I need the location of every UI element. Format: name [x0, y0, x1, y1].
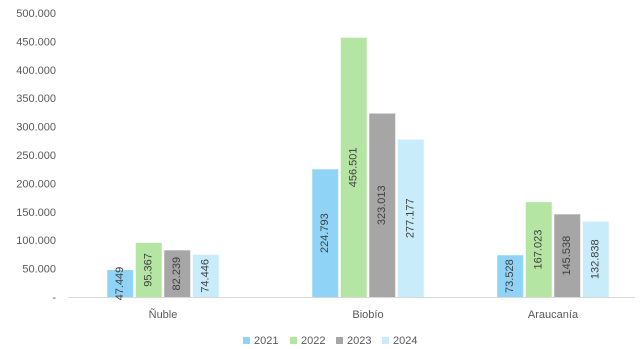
bar-2024-2: [582, 221, 609, 297]
legend: 2021 2022 2023 2024: [243, 335, 417, 347]
legend-swatch: [243, 337, 250, 344]
data-label: 132.838: [590, 239, 602, 279]
y-tick-label: -: [52, 292, 56, 304]
data-label: 323.013: [376, 185, 388, 225]
legend-swatch: [336, 337, 343, 344]
legend-swatch: [290, 337, 297, 344]
y-tick-label: 150.000: [16, 207, 56, 219]
data-label: 456.501: [348, 147, 360, 187]
bar-2024-0: [192, 254, 219, 297]
data-label: 47.449: [114, 267, 126, 301]
y-tick-label: 350.000: [16, 93, 56, 105]
legend-swatch: [382, 337, 389, 344]
bar-2022-0: [135, 242, 162, 297]
y-tick-label: 400.000: [16, 65, 56, 77]
data-label: 167.023: [533, 230, 545, 270]
data-label: 145.538: [561, 236, 573, 276]
y-axis: - 50.000 100.000 150.000 200.000 250.000 300.0…: [16, 8, 56, 304]
bar-2023-2: [554, 214, 581, 297]
data-label: 82.239: [171, 257, 183, 291]
data-label: 224.793: [319, 213, 331, 253]
y-tick-label: 300.000: [16, 122, 56, 134]
y-tick-label: 100.000: [16, 235, 56, 247]
bar-2024-1: [397, 139, 424, 297]
x-category-label: Biobío: [352, 309, 383, 321]
data-label: 73.528: [504, 259, 516, 293]
y-tick-label: 50.000: [22, 264, 56, 276]
bar-2021-2: [497, 255, 524, 297]
data-label: 95.367: [143, 253, 155, 287]
legend-label: 2022: [301, 335, 325, 347]
bar-2022-2: [525, 202, 552, 297]
y-tick-label: 500.000: [16, 8, 56, 20]
y-tick-label: 250.000: [16, 150, 56, 162]
y-tick-label: 450.000: [16, 36, 56, 48]
x-category-label: Ñuble: [149, 308, 178, 321]
x-axis: Ñuble Biobío Araucanía: [149, 308, 579, 321]
bar-2023-0: [164, 250, 191, 297]
legend-label: 2024: [393, 335, 417, 347]
legend-label: 2021: [254, 335, 278, 347]
bars-group: 47.449 95.367 82.239 74.446 224.793 456.501 32…: [107, 37, 609, 301]
y-tick-label: 200.000: [16, 178, 56, 190]
data-label: 74.446: [200, 259, 212, 293]
bar-2021-0: [107, 270, 134, 297]
data-label: 277.177: [405, 198, 417, 238]
legend-label: 2023: [347, 335, 371, 347]
x-category-label: Araucanía: [528, 309, 579, 321]
bar-2023-1: [369, 113, 396, 297]
bar-2022-1: [340, 37, 367, 298]
bar-2021-1: [312, 169, 339, 297]
